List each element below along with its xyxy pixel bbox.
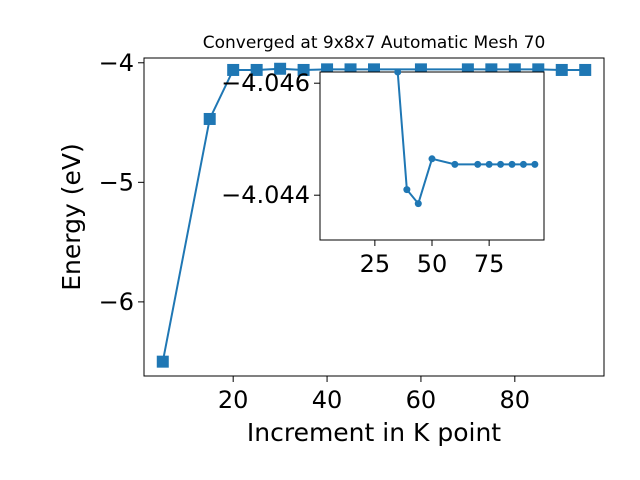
data-point [497,160,505,168]
data-point [485,160,493,168]
data-point [531,160,539,168]
inset-x-ticks: 25 50 75 [360,240,505,278]
data-point [428,155,436,163]
data-point [508,63,521,76]
y-tick-label: −6 [99,288,134,316]
x-tick-label: 40 [312,386,343,414]
inset-axes: 25 50 75 −4.046 −4.044 [221,68,545,278]
main-y-ticks: −6 −5 −4 [99,49,144,316]
x-tick-label: 25 [360,250,391,278]
chart-title: Converged at 9x8x7 Automatic Mesh 70 [203,33,546,53]
data-point [508,160,516,168]
x-tick-label: 60 [406,386,437,414]
x-tick-label: 75 [474,250,505,278]
y-tick-label: −4.046 [221,69,310,97]
data-point [403,186,411,194]
data-point [156,355,169,368]
y-tick-label: −4.044 [221,181,310,209]
data-point [555,63,568,76]
data-point [203,112,216,125]
series-line [161,67,586,362]
x-tick-label: 20 [218,386,249,414]
inset-series [394,68,539,208]
main-x-ticks: 20 40 60 80 [218,376,530,414]
inset-y-ticks: −4.046 −4.044 [221,69,320,209]
data-point [519,160,527,168]
data-point [414,200,422,208]
y-tick-label: −4 [99,49,134,77]
data-point [250,63,263,76]
x-tick-label: 50 [417,250,448,278]
x-tick-label: 80 [500,386,531,414]
data-point [274,62,287,75]
y-axis-label: Energy (eV) [57,143,86,290]
x-axis-label: Increment in K point [247,418,501,447]
data-point [474,160,482,168]
data-point [297,63,310,76]
data-point [227,63,240,76]
data-point [394,68,402,76]
data-point [451,160,459,168]
y-tick-label: −5 [99,168,134,196]
data-point [579,63,592,76]
